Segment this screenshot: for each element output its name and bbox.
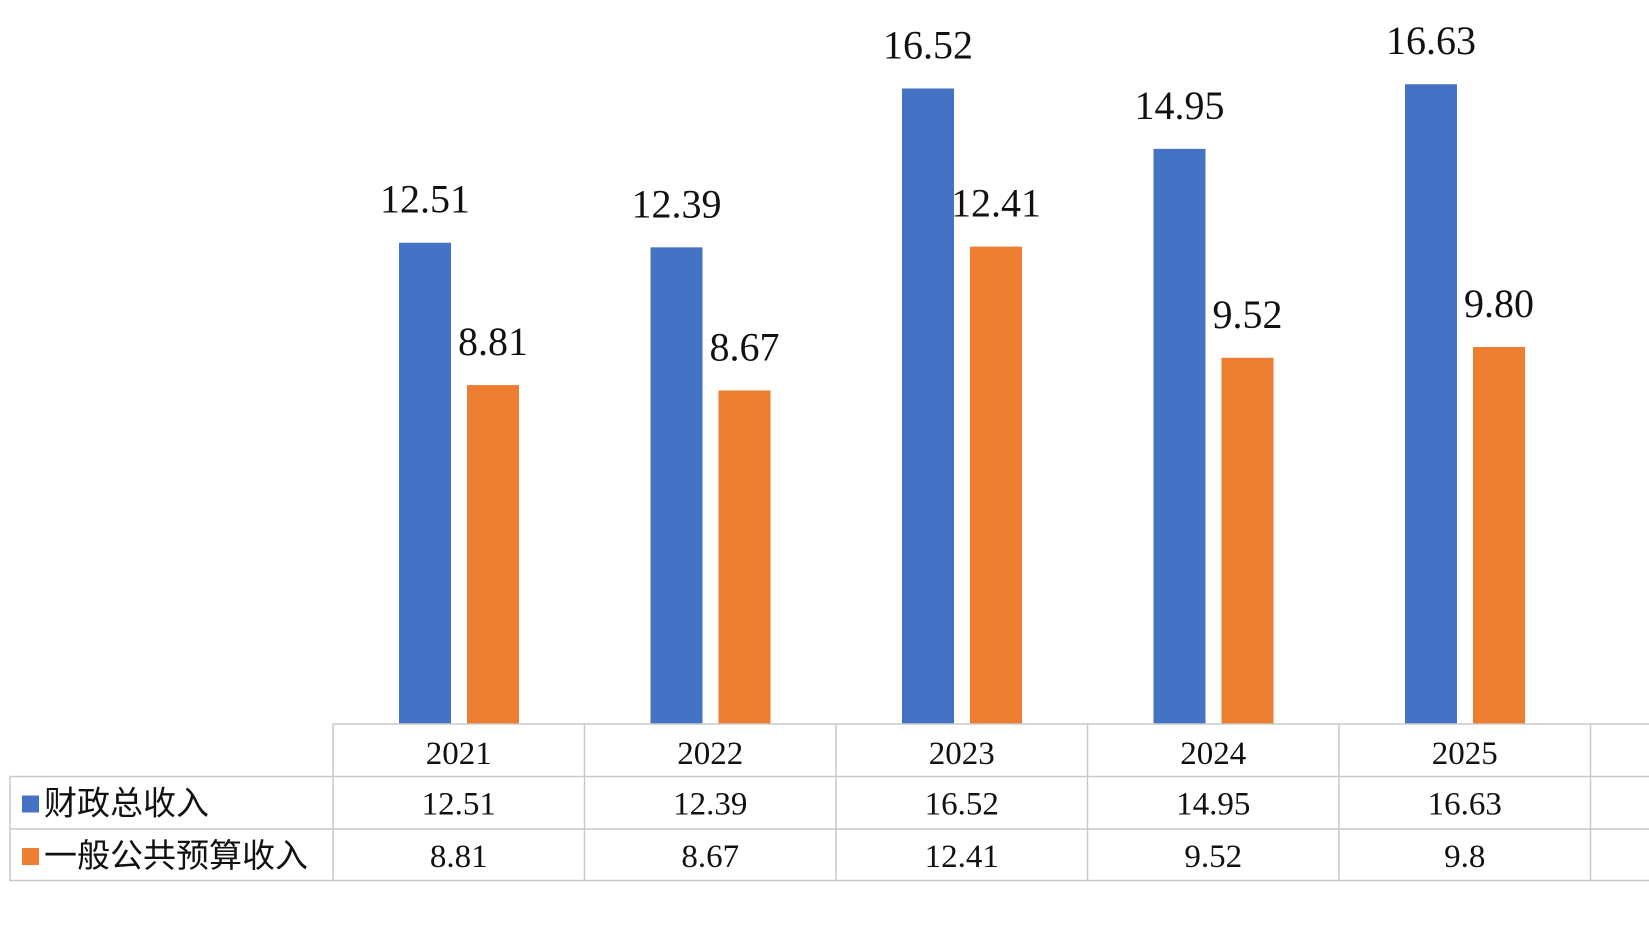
data-label-fiscal-total-2021: 12.51 <box>380 177 470 222</box>
bar-public-budget-2023 <box>970 246 1022 725</box>
table-cell-public-budget-2023: 12.41 <box>925 839 999 875</box>
table-header-2025: 2025 <box>1432 736 1498 772</box>
legend-swatch-fiscal-total <box>22 795 39 813</box>
data-label-public-budget-2023: 12.41 <box>951 181 1041 226</box>
bar-public-budget-2022 <box>718 390 771 724</box>
table-header-2024: 2024 <box>1180 736 1246 772</box>
bar-public-budget-2024 <box>1221 357 1274 724</box>
table-cell-public-budget-2024: 9.52 <box>1184 839 1242 875</box>
table-cell-fiscal-total-2023: 16.52 <box>925 787 999 823</box>
bar-fiscal-total-2021 <box>399 242 451 724</box>
data-label-fiscal-total-2025: 16.63 <box>1386 18 1476 63</box>
table-cell-fiscal-total-2024: 14.95 <box>1176 787 1250 823</box>
table-header-2021: 2021 <box>426 736 492 772</box>
table-cell-fiscal-total-2025: 16.63 <box>1428 787 1502 823</box>
data-table: 2021 2022 2023 2024 2025 财政总收入 12.51 12.39 16.52… <box>9 723 1649 882</box>
table-header-2023: 2023 <box>929 736 995 772</box>
data-label-fiscal-total-2023: 16.52 <box>883 22 973 67</box>
bar-public-budget-2025 <box>1473 346 1525 724</box>
bar-fiscal-total-2023 <box>902 88 954 725</box>
data-label-public-budget-2024: 9.52 <box>1213 292 1283 337</box>
bar-fiscal-total-2025 <box>1405 84 1457 724</box>
legend-label-public-budget: 一般公共预算收入 <box>44 838 308 875</box>
bar-public-budget-2021 <box>467 385 519 724</box>
bar-fiscal-total-2024 <box>1153 148 1206 724</box>
data-label-fiscal-total-2022: 12.39 <box>632 181 722 226</box>
data-label-fiscal-total-2024: 14.95 <box>1135 83 1225 128</box>
table-cell-public-budget-2021: 8.81 <box>430 839 488 875</box>
legend-label-fiscal-total: 财政总收入 <box>44 786 209 823</box>
table-cell-fiscal-total-2022: 12.39 <box>673 787 747 823</box>
table-header-2022: 2022 <box>677 736 743 772</box>
table-cell-public-budget-2025: 9.8 <box>1444 839 1485 875</box>
legend-swatch-public-budget <box>22 848 39 865</box>
data-label-public-budget-2022: 8.67 <box>710 324 780 369</box>
data-label-public-budget-2025: 9.80 <box>1464 281 1534 326</box>
table-cell-fiscal-total-2021: 12.51 <box>422 787 496 823</box>
bars-layer <box>399 84 1525 725</box>
table-cell-public-budget-2022: 8.67 <box>681 839 739 875</box>
bar-fiscal-total-2022 <box>650 247 703 725</box>
data-labels-layer: 12.51 8.81 12.39 8.67 16.52 12.41 14.95 9.52 16.… <box>380 18 1534 369</box>
data-label-public-budget-2021: 8.81 <box>458 319 528 364</box>
